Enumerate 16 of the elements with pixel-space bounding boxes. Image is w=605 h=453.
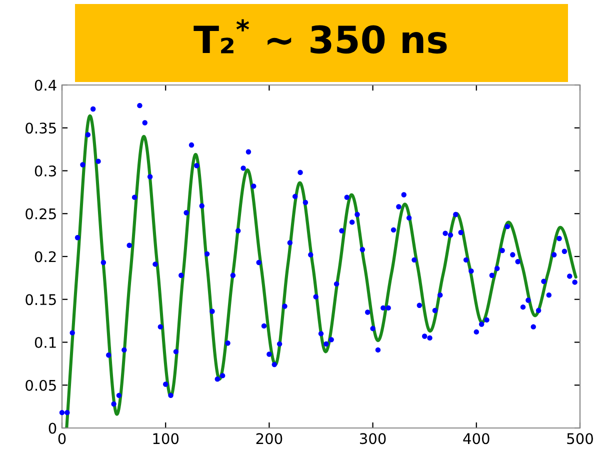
y-tick-label: 0.2 — [34, 251, 56, 262]
x-tick-label: 300 — [360, 433, 386, 444]
y-tick-label: 0.3 — [34, 165, 56, 176]
x-tick-label: 0 — [58, 433, 66, 444]
x-tick-label: 400 — [463, 433, 490, 444]
x-tick-label: 500 — [567, 433, 593, 444]
chart-title: T₂$^{*}$ ~ 350 ns — [194, 19, 447, 54]
x-tick-label: 200 — [256, 433, 282, 444]
y-tick-label: 0.25 — [26, 208, 56, 220]
y-tick-label: 0 — [48, 422, 56, 434]
y-tick-label: 0.1 — [34, 336, 56, 348]
y-tick-label: 0.35 — [26, 122, 56, 134]
x-tick-label: 100 — [153, 433, 179, 444]
y-tick-label: 0.15 — [26, 294, 56, 306]
y-tick-label: 0.4 — [34, 80, 56, 91]
y-tick-label: 0.05 — [26, 380, 56, 391]
